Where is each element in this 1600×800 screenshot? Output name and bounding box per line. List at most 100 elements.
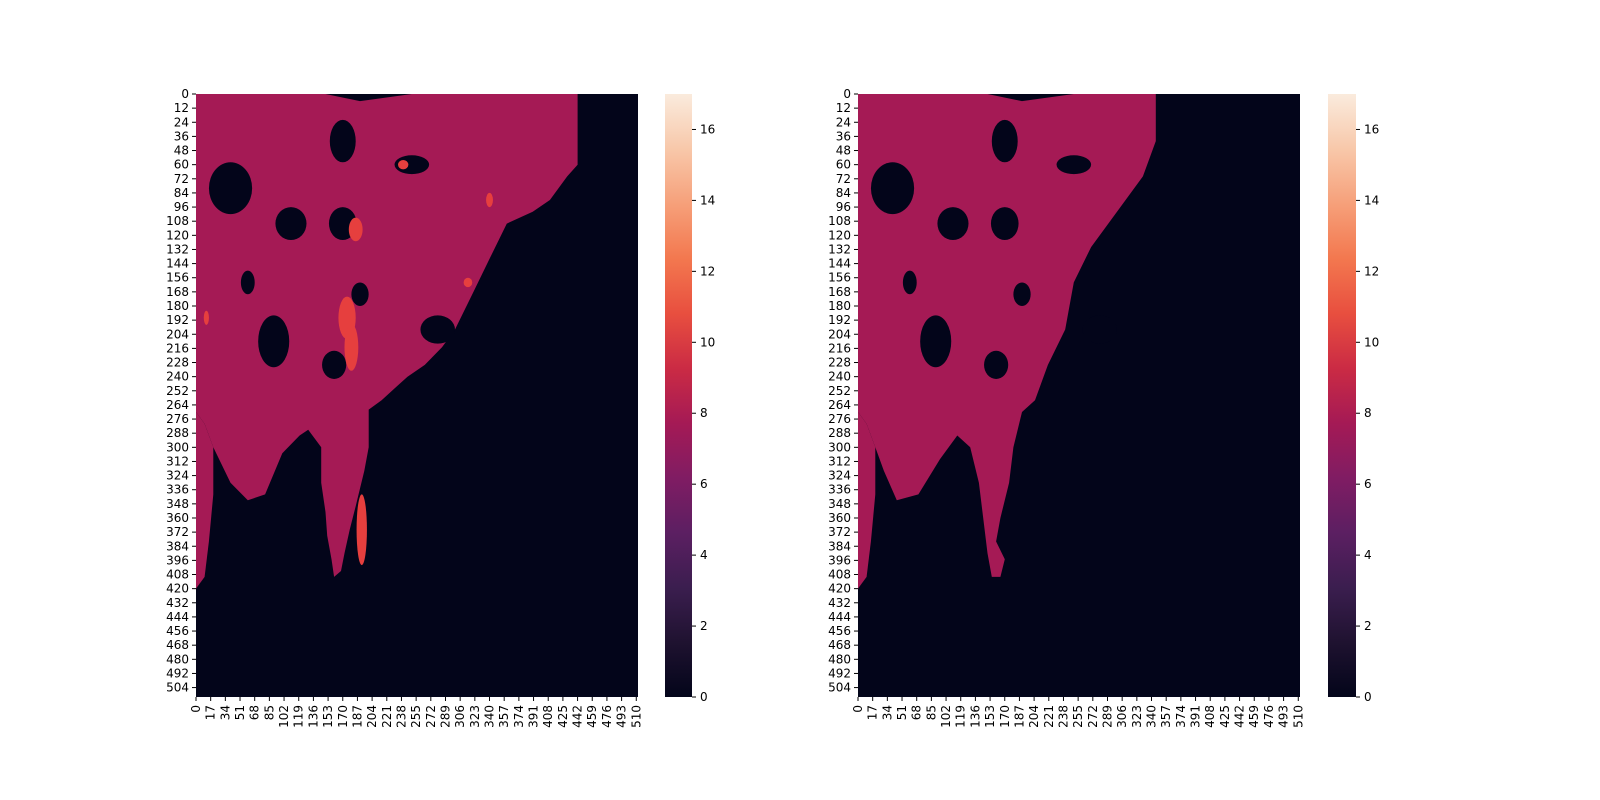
y-tick-label: 396 [828, 553, 851, 567]
x-tick-label: 255 [409, 705, 423, 728]
x-tick-label: 170 [998, 705, 1012, 728]
colorbar-tick-label: 10 [700, 335, 715, 349]
y-tick-label: 360 [166, 511, 189, 525]
x-tick-label: 357 [1159, 705, 1173, 728]
y-tick-label: 228 [166, 356, 189, 370]
y-tick-label: 96 [174, 200, 189, 214]
y-tick-label: 264 [166, 398, 189, 412]
heatmap-hole-value-0 [1013, 282, 1031, 306]
x-tick-label: 408 [1203, 705, 1217, 728]
y-tick-label: 384 [828, 539, 851, 553]
x-tick-label: 34 [218, 705, 232, 720]
y-tick-label: 84 [836, 186, 851, 200]
y-tick-label: 72 [174, 172, 189, 186]
colorbar-tick-label: 6 [700, 477, 708, 491]
colorbar-tick-label: 4 [1364, 548, 1372, 562]
y-tick-label: 0 [181, 87, 189, 101]
y-tick-label: 348 [166, 497, 189, 511]
x-tick-label: 493 [615, 705, 629, 728]
y-tick-label: 48 [174, 144, 189, 158]
heatmap-patch-value-10 [344, 323, 359, 371]
y-tick-label: 324 [166, 469, 189, 483]
heatmap-hole-value-0 [329, 119, 356, 163]
y-tick-label: 144 [828, 257, 851, 271]
y-tick-label: 24 [174, 115, 189, 129]
y-tick-label: 372 [828, 525, 851, 539]
x-tick-label: 136 [968, 705, 982, 728]
y-tick-label: 420 [166, 582, 189, 596]
colorbar-tick-label: 10 [1364, 335, 1379, 349]
y-tick-label: 168 [828, 285, 851, 299]
colorbar-tick-label: 12 [700, 264, 715, 278]
y-tick-label: 480 [166, 652, 189, 666]
x-tick-label: 425 [556, 705, 570, 728]
x-tick-label: 51 [895, 705, 909, 720]
y-tick-label: 216 [828, 341, 851, 355]
heatmap-hole-value-0 [984, 350, 1009, 380]
y-tick-label: 444 [166, 610, 189, 624]
x-tick-label: 340 [1145, 705, 1159, 728]
y-tick-label: 132 [828, 242, 851, 256]
heatmap-hole-value-0 [258, 315, 290, 368]
colorbar-tick-label: 8 [700, 406, 708, 420]
x-tick-label: 272 [424, 705, 438, 728]
y-tick-label: 12 [836, 101, 851, 115]
colorbar-tick-label: 14 [1364, 193, 1379, 207]
y-tick-label: 336 [166, 483, 189, 497]
y-tick-label: 408 [166, 568, 189, 582]
y-tick-label: 0 [843, 87, 851, 101]
x-tick-label: 306 [453, 705, 467, 728]
y-tick-label: 156 [166, 271, 189, 285]
x-tick-label: 0 [189, 705, 203, 713]
colorbar-tick-label: 2 [700, 619, 708, 633]
y-tick-label: 432 [828, 596, 851, 610]
heatmap-region-value-8-west [196, 412, 214, 589]
x-tick-label: 51 [233, 705, 247, 720]
y-tick-label: 372 [166, 525, 189, 539]
y-tick-label: 456 [828, 624, 851, 638]
y-tick-label: 300 [166, 440, 189, 454]
y-tick-label: 36 [174, 129, 189, 143]
y-tick-label: 156 [828, 271, 851, 285]
colorbar-tick-label: 6 [1364, 477, 1372, 491]
y-tick-label: 204 [166, 327, 189, 341]
colorbar [665, 94, 692, 697]
heatmap-patch-value-10 [348, 217, 363, 242]
x-tick-label: 170 [336, 705, 350, 728]
heatmap-hole-value-0 [990, 207, 1019, 241]
heatmap-hole-value-0 [322, 350, 347, 380]
y-tick-label: 48 [836, 144, 851, 158]
colorbar-tick-label: 8 [1364, 406, 1372, 420]
x-tick-label: 119 [292, 705, 306, 728]
y-tick-label: 288 [828, 426, 851, 440]
y-tick-label: 108 [166, 214, 189, 228]
y-tick-label: 480 [828, 652, 851, 666]
heatmap-patch-value-10 [356, 494, 367, 566]
heatmap-hole-value-0 [902, 270, 917, 295]
x-tick-label: 85 [924, 705, 938, 720]
y-tick-label: 492 [166, 666, 189, 680]
y-tick-label: 324 [828, 469, 851, 483]
y-tick-label: 192 [828, 313, 851, 327]
x-tick-label: 153 [321, 705, 335, 728]
x-tick-label: 374 [1174, 705, 1188, 728]
y-tick-label: 108 [828, 214, 851, 228]
y-tick-label: 192 [166, 313, 189, 327]
x-tick-label: 153 [983, 705, 997, 728]
y-tick-label: 84 [174, 186, 189, 200]
heatmap-hole-value-0 [275, 207, 307, 241]
y-tick-label: 420 [828, 582, 851, 596]
heatmap-hole-value-0 [1056, 155, 1092, 175]
y-tick-label: 60 [174, 158, 189, 172]
colorbar-tick-label: 16 [1364, 122, 1379, 136]
y-tick-label: 504 [166, 681, 189, 695]
x-tick-label: 221 [1042, 705, 1056, 728]
y-tick-label: 288 [166, 426, 189, 440]
y-tick-label: 492 [828, 666, 851, 680]
y-tick-label: 120 [166, 228, 189, 242]
y-tick-label: 228 [828, 356, 851, 370]
y-tick-label: 432 [166, 596, 189, 610]
x-tick-label: 459 [1247, 705, 1261, 728]
y-tick-label: 216 [166, 341, 189, 355]
x-tick-label: 136 [306, 705, 320, 728]
